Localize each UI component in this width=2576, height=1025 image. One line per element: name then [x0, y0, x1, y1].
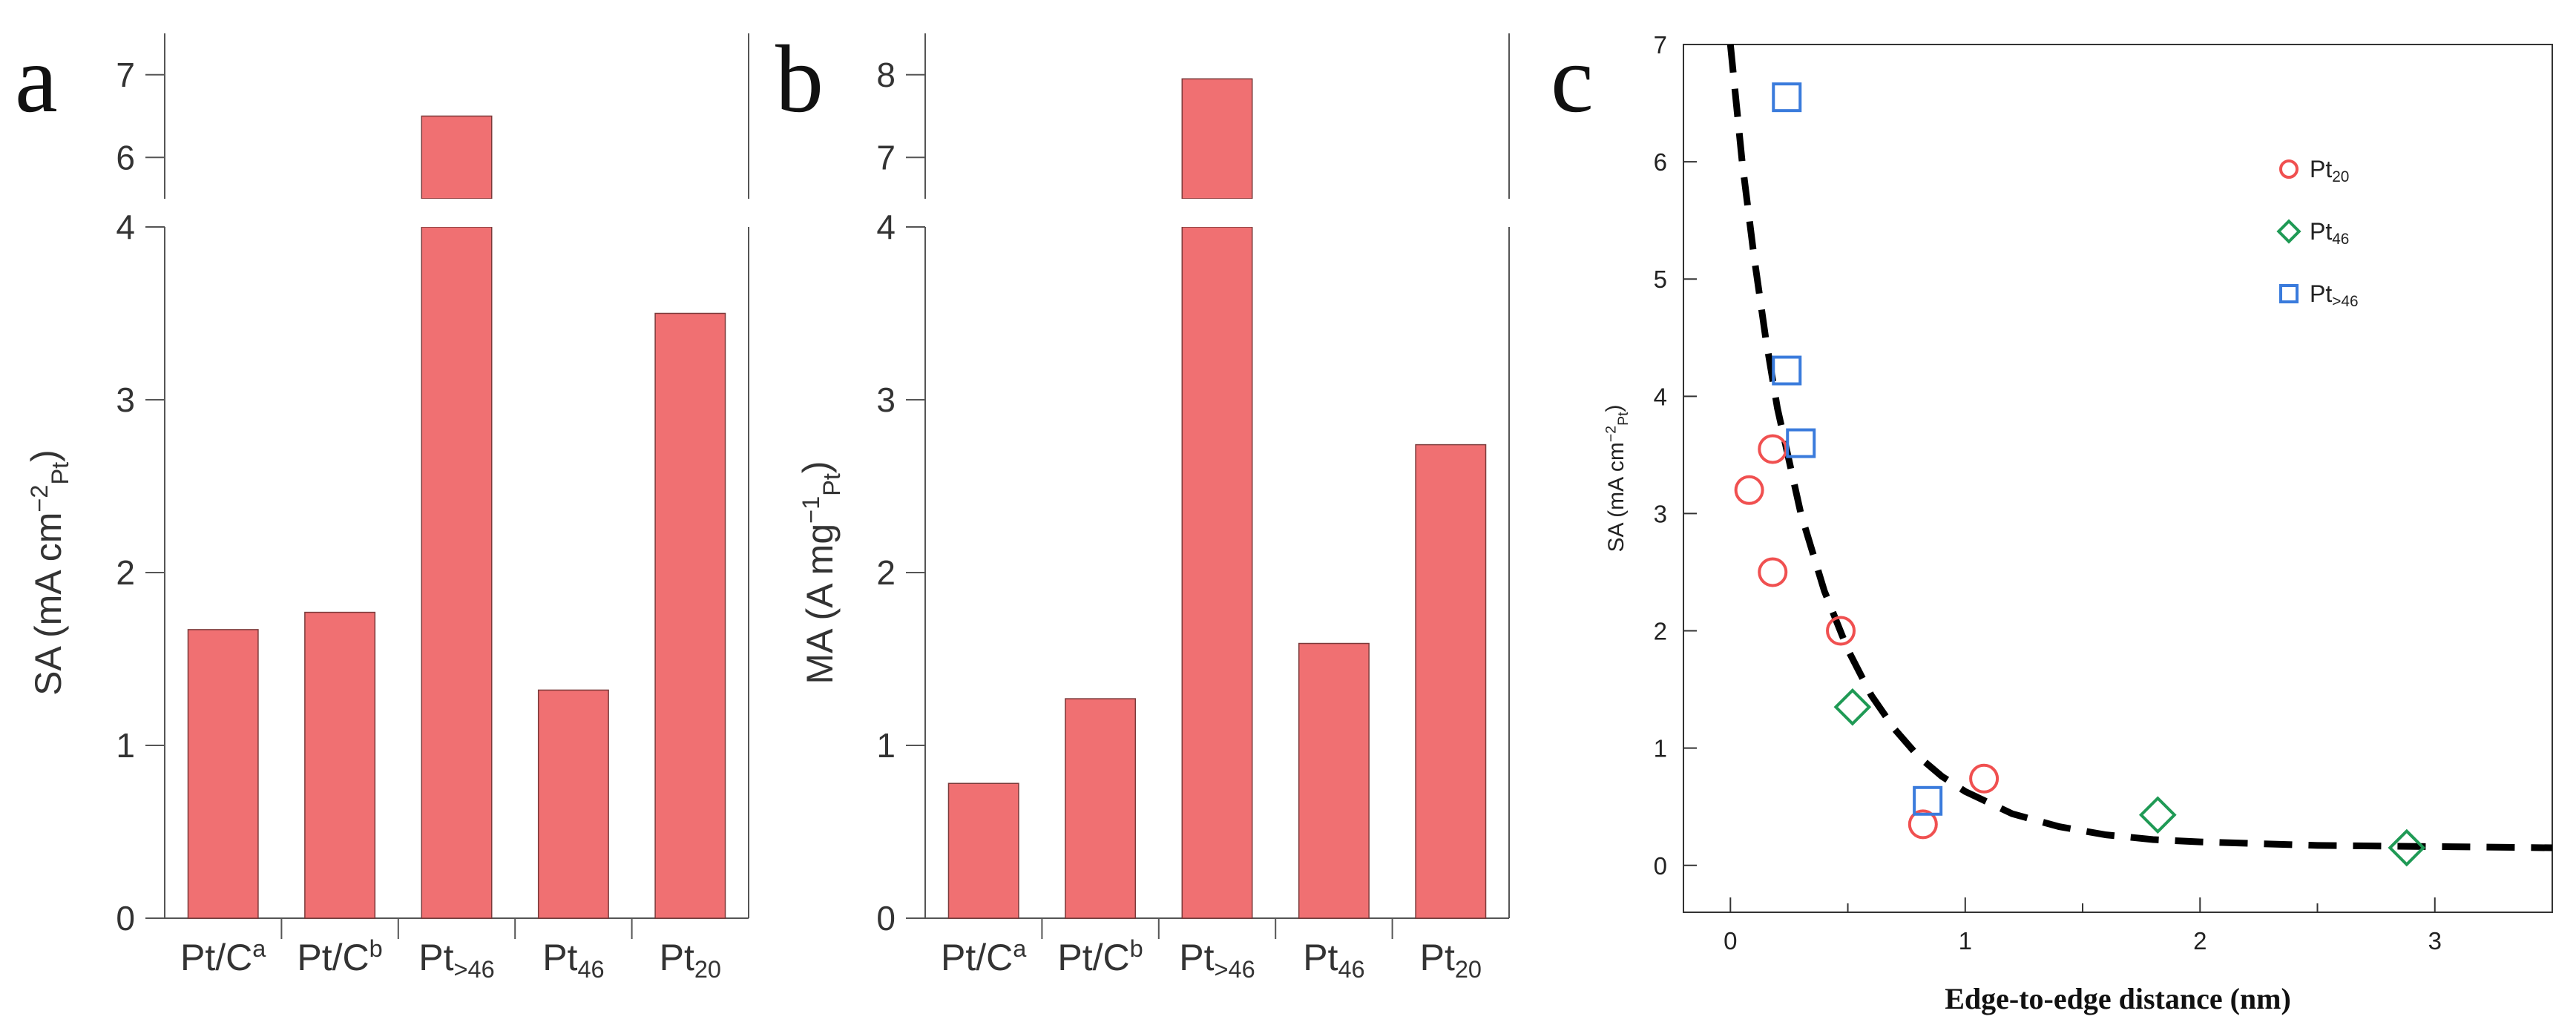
y-tick-label: 3	[116, 380, 135, 419]
y-tick-label: 3	[1654, 500, 1667, 527]
data-point	[1969, 763, 2000, 794]
category-label: Pt/Cb	[297, 935, 382, 978]
y-tick-label: 7	[116, 56, 135, 94]
category-label: Pt/Ca	[941, 935, 1027, 978]
data-point	[1833, 688, 1872, 726]
panel-label: a	[15, 26, 58, 133]
y-tick-label: 2	[116, 553, 135, 592]
bar	[537, 689, 609, 919]
bar	[1181, 226, 1253, 919]
panel-c: c 0 1 2 3 4 5 6 7 0 1 2 3 Edge-to-edge distance (nm) S…	[1551, 26, 2553, 1015]
bar	[1065, 698, 1137, 919]
category-label: Pt/Ca	[180, 935, 266, 978]
legend-label: Pt>46	[2310, 280, 2359, 310]
x-tick-label: 1	[1959, 927, 1972, 955]
y-tick-label: 2	[876, 553, 896, 592]
y-tick-label: 7	[876, 138, 896, 177]
category-label: Pt>46	[418, 937, 494, 983]
category-label: Pt20	[1420, 937, 1482, 983]
legend-marker	[2276, 219, 2301, 244]
legend-marker	[2279, 284, 2299, 303]
data-point	[1913, 785, 1943, 816]
y-tick-label: 1	[1654, 735, 1667, 762]
y-axis-label: MA (A mg−1Pt)	[795, 461, 845, 684]
x-tick-label: 0	[1724, 927, 1737, 955]
data-point	[1772, 82, 1802, 113]
x-axis-label: Edge-to-edge distance (nm)	[1945, 982, 2291, 1015]
data-point	[2388, 828, 2426, 867]
axis-break-gap	[420, 199, 493, 227]
panel-a: a 0 1 2 3 4 6 7 SA (mA cm−2Pt) Pt/Ca Pt/Cb Pt>46 Pt4…	[15, 26, 749, 983]
y-tick-label: 3	[876, 380, 896, 419]
legend-marker	[2279, 159, 2299, 179]
data-point	[1758, 434, 1788, 464]
data-point	[1786, 428, 1816, 458]
y-tick-label: 6	[1654, 148, 1667, 176]
legend-label: Pt46	[2310, 218, 2349, 248]
data-point	[1772, 355, 1802, 386]
y-tick-label: 0	[116, 899, 135, 937]
data-point	[2138, 796, 2177, 834]
y-tick-label: 1	[876, 726, 896, 765]
y-tick-label: 4	[1654, 383, 1667, 410]
data-point	[1734, 475, 1764, 505]
panel-b: b 0 1 2 3 4 7 8 MA (A mg−1Pt) Pt/Ca Pt/Cb Pt>46 Pt46…	[775, 26, 1510, 983]
category-label: Pt/Cb	[1057, 935, 1143, 978]
y-tick-label: 1	[116, 726, 135, 765]
category-label: Pt>46	[1179, 937, 1255, 983]
bar	[654, 312, 726, 919]
panel-label: b	[775, 26, 824, 133]
y-axis-label: SA (mA cm−2Pt)	[1602, 404, 1632, 552]
y-tick-label: 6	[116, 138, 135, 177]
x-tick-label: 2	[2193, 927, 2207, 955]
x-tick-label: 3	[2428, 927, 2442, 955]
bar-upper-segment	[1181, 78, 1253, 200]
bar	[304, 611, 376, 919]
data-point	[1908, 809, 1938, 840]
y-tick-label: 7	[1654, 31, 1667, 59]
category-label: Pt20	[660, 937, 721, 983]
data-point	[1826, 616, 1856, 646]
y-tick-label: 2	[1654, 618, 1667, 645]
y-tick-label: 4	[876, 208, 896, 246]
category-label: Pt46	[1303, 937, 1364, 983]
fit-curve	[1726, 44, 2553, 851]
category-label: Pt46	[542, 937, 604, 983]
y-tick-label: 0	[876, 899, 896, 937]
y-tick-label: 4	[116, 208, 135, 246]
bar-upper-segment	[421, 115, 493, 200]
plot-frame	[1683, 44, 2553, 913]
y-tick-label: 8	[876, 56, 896, 94]
axis-break-gap	[1180, 199, 1254, 227]
bar	[421, 226, 493, 919]
bar	[1415, 444, 1487, 919]
y-tick-label: 5	[1654, 266, 1667, 293]
bar	[947, 782, 1019, 919]
data-point	[1758, 557, 1788, 587]
legend-label: Pt20	[2310, 156, 2349, 185]
y-tick-label: 0	[1654, 852, 1667, 880]
bar	[187, 629, 259, 919]
y-axis-label: SA (mA cm−2Pt)	[24, 449, 73, 696]
panel-label: c	[1551, 26, 1594, 133]
bar	[1298, 642, 1370, 919]
